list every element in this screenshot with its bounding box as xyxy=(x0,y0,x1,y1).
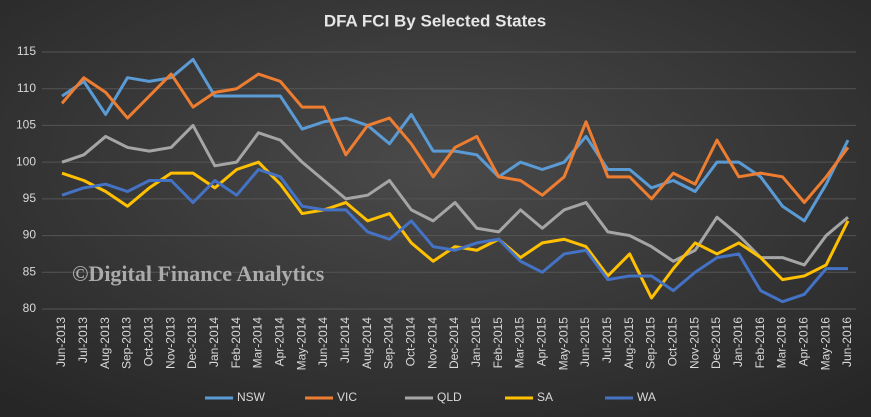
x-tick-label: Jun-2014 xyxy=(316,317,330,367)
x-tick-label: Feb-2015 xyxy=(491,317,505,369)
y-tick-label: 90 xyxy=(23,228,37,242)
x-tick-label: Nov-2015 xyxy=(687,317,701,369)
x-tick-label: Jul-2013 xyxy=(76,317,90,363)
x-tick-label: Jan-2015 xyxy=(469,317,483,367)
x-tick-label: Sep-2013 xyxy=(120,317,134,369)
series-line xyxy=(61,57,850,223)
x-tick-label: Apr-2015 xyxy=(535,317,549,367)
y-tick-label: 80 xyxy=(23,301,37,315)
x-tick-label: Jul-2014 xyxy=(338,317,352,363)
series-line xyxy=(60,72,850,205)
x-tick-label: Mar-2014 xyxy=(251,317,265,369)
series-line xyxy=(61,160,850,300)
watermark: ©Digital Finance Analytics xyxy=(72,261,325,286)
x-tick-label: Nov-2013 xyxy=(163,317,177,369)
x-tick-label: Jan-2014 xyxy=(207,317,221,367)
y-tick-label: 105 xyxy=(16,118,36,132)
x-tick-label: Jan-2016 xyxy=(731,317,745,367)
x-tick-label: Oct-2015 xyxy=(666,317,680,367)
x-tick-label: Dec-2015 xyxy=(709,317,723,369)
chart-title: DFA FCI By Selected States xyxy=(324,11,546,30)
x-tick-label: May-2014 xyxy=(294,317,308,371)
y-tick-label: 95 xyxy=(23,191,37,205)
x-tick-label: May-2015 xyxy=(556,317,570,371)
x-tick-label: Nov-2014 xyxy=(425,317,439,369)
x-tick-label: Jul-2015 xyxy=(600,317,614,363)
x-tick-label: Dec-2014 xyxy=(447,317,461,369)
x-tick-label: Aug-2014 xyxy=(360,317,374,369)
x-tick-label: Apr-2014 xyxy=(273,317,287,367)
legend-label: WA xyxy=(637,390,656,404)
x-tick-label: Mar-2015 xyxy=(513,317,527,369)
x-tick-label: Jun-2016 xyxy=(840,317,854,367)
x-tick-label: Aug-2013 xyxy=(98,317,112,369)
x-tick-label: Sep-2015 xyxy=(644,317,658,369)
x-tick-label: Apr-2016 xyxy=(797,317,811,367)
legend-label: VIC xyxy=(337,390,357,404)
x-tick-label: Jun-2013 xyxy=(54,317,68,367)
x-tick-label: Feb-2016 xyxy=(753,317,767,369)
x-tick-label: Feb-2014 xyxy=(229,317,243,369)
x-tick-label: Aug-2015 xyxy=(622,317,636,369)
y-tick-label: 100 xyxy=(16,154,36,168)
x-tick-label: Oct-2014 xyxy=(404,317,418,367)
series-line xyxy=(61,167,848,304)
y-tick-label: 115 xyxy=(17,44,36,58)
x-tick-label: Dec-2013 xyxy=(185,317,199,369)
legend-label: QLD xyxy=(437,390,462,404)
x-tick-label: Sep-2014 xyxy=(382,317,396,369)
series-line xyxy=(61,123,849,267)
x-tick-label: Jun-2015 xyxy=(578,317,592,367)
x-tick-label: Oct-2013 xyxy=(142,317,156,367)
x-tick-label: Mar-2016 xyxy=(775,317,789,369)
y-tick-label: 110 xyxy=(17,81,36,95)
legend-label: SA xyxy=(537,390,553,404)
x-tick-label: May-2016 xyxy=(818,317,832,371)
y-tick-label: 85 xyxy=(23,264,37,278)
legend-label: NSW xyxy=(237,390,266,404)
